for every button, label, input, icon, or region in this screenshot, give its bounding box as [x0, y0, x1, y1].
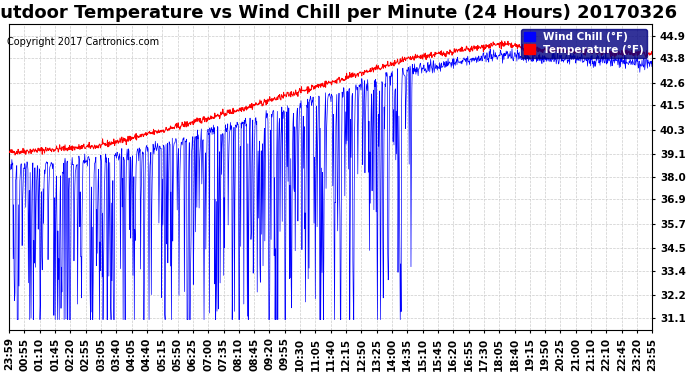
Legend: Wind Chill (°F), Temperature (°F): Wind Chill (°F), Temperature (°F): [522, 29, 647, 58]
Text: Copyright 2017 Cartronics.com: Copyright 2017 Cartronics.com: [7, 37, 159, 47]
Title: Outdoor Temperature vs Wind Chill per Minute (24 Hours) 20170326: Outdoor Temperature vs Wind Chill per Mi…: [0, 4, 677, 22]
